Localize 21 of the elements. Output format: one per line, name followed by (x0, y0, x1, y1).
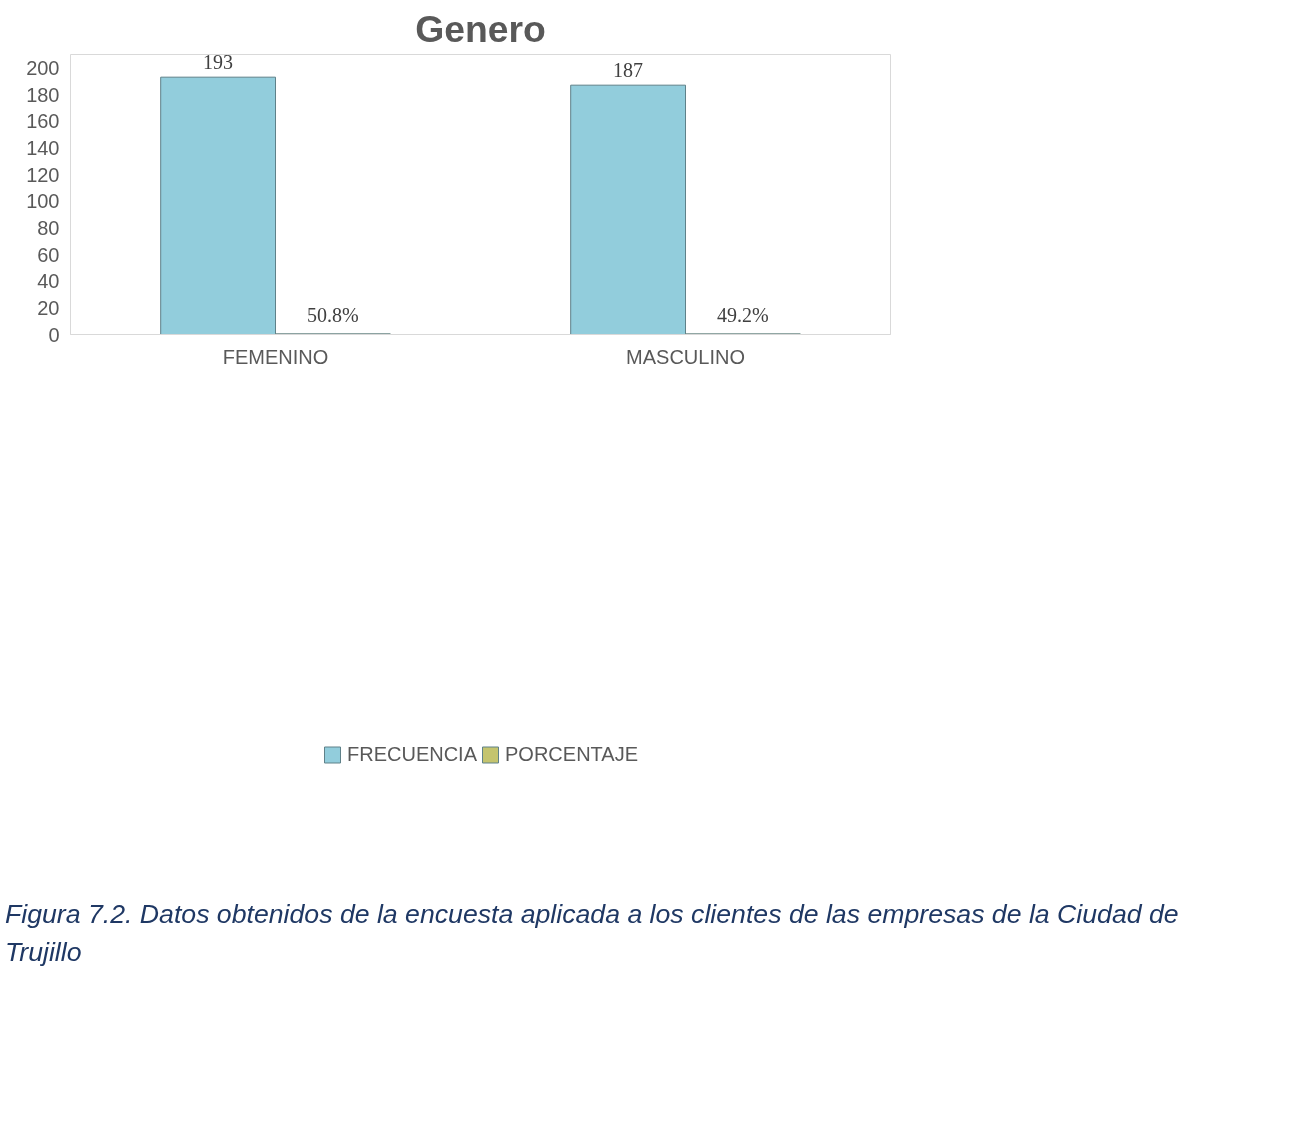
y-tick-label: 20 (37, 296, 60, 319)
data-label: 50.8% (307, 303, 359, 326)
legend-label: PORCENTAJE (505, 742, 638, 766)
y-tick-label: 100 (26, 190, 60, 213)
y-tick-label: 180 (26, 83, 60, 106)
y-tick-label: 160 (26, 110, 60, 133)
y-tick-label: 40 (37, 270, 60, 293)
y-tick-label: 0 (48, 323, 60, 346)
data-label: 187 (613, 59, 644, 82)
chart-title: Genero (415, 7, 546, 50)
y-tick-label: 60 (37, 243, 60, 266)
x-tick-label: MASCULINO (626, 345, 745, 368)
y-tick-label: 80 (37, 216, 60, 239)
y-tick-label: 140 (26, 136, 60, 159)
y-tick-label: 120 (26, 163, 60, 186)
text: Figura 7.2. Datos obtenidos de la encuesta aplicada a los clientes de las empresas de la Ciudad de Trujillo (5, 898, 1180, 970)
y-tick-label: 200 (26, 56, 60, 79)
x-tick-label: FEMENINO (222, 345, 329, 368)
data-label: 193 (203, 51, 234, 74)
data-label: 49.2% (717, 303, 769, 326)
legend-label: FRECUENCIA (347, 742, 478, 766)
